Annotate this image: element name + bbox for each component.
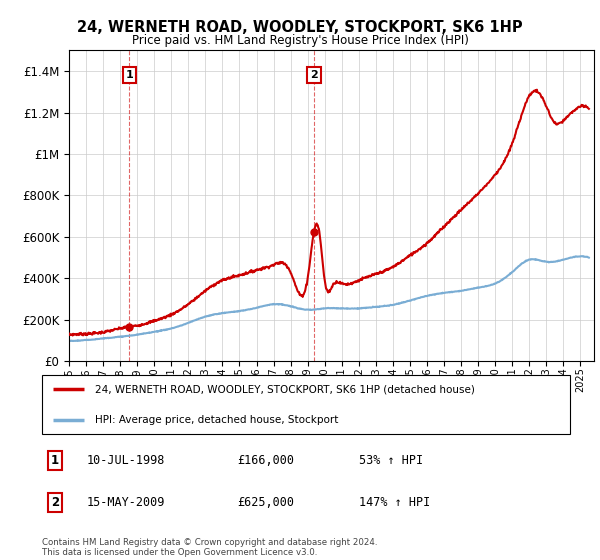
Text: Price paid vs. HM Land Registry's House Price Index (HPI): Price paid vs. HM Land Registry's House … <box>131 34 469 46</box>
Text: 15-MAY-2009: 15-MAY-2009 <box>87 496 165 509</box>
FancyBboxPatch shape <box>42 375 570 434</box>
Text: HPI: Average price, detached house, Stockport: HPI: Average price, detached house, Stoc… <box>95 415 338 425</box>
Text: 53% ↑ HPI: 53% ↑ HPI <box>359 454 423 467</box>
Text: 24, WERNETH ROAD, WOODLEY, STOCKPORT, SK6 1HP: 24, WERNETH ROAD, WOODLEY, STOCKPORT, SK… <box>77 20 523 35</box>
Text: 1: 1 <box>125 70 133 80</box>
Text: 10-JUL-1998: 10-JUL-1998 <box>87 454 165 467</box>
Text: £166,000: £166,000 <box>238 454 295 467</box>
Text: 1: 1 <box>51 454 59 467</box>
Text: Contains HM Land Registry data © Crown copyright and database right 2024.
This d: Contains HM Land Registry data © Crown c… <box>42 538 377 557</box>
Text: 2: 2 <box>51 496 59 509</box>
Text: 2: 2 <box>310 70 318 80</box>
Text: £625,000: £625,000 <box>238 496 295 509</box>
Text: 147% ↑ HPI: 147% ↑ HPI <box>359 496 430 509</box>
Text: 24, WERNETH ROAD, WOODLEY, STOCKPORT, SK6 1HP (detached house): 24, WERNETH ROAD, WOODLEY, STOCKPORT, SK… <box>95 384 475 394</box>
